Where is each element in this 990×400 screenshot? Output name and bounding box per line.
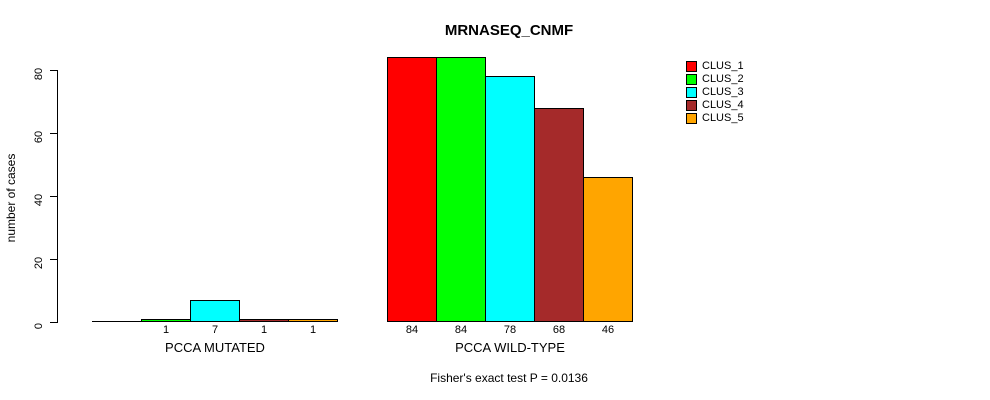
bar-clus_1-group1-zero (92, 321, 142, 322)
legend-item: CLUS_5 (686, 112, 744, 125)
y-axis-title-text: number of cases (4, 153, 18, 243)
y-axis-tick (50, 259, 57, 260)
bar-value-label: 1 (162, 324, 170, 336)
bar-clus_4-group2 (534, 108, 584, 322)
y-axis-tick (50, 196, 57, 197)
legend-item: CLUS_1 (686, 60, 744, 73)
legend-color-swatch (686, 100, 697, 111)
bar-clus_1-group2 (387, 57, 437, 322)
bar-value-label: 7 (211, 324, 219, 336)
y-axis-tick-label-text: 0 (33, 322, 45, 330)
y-axis-line (57, 70, 58, 323)
bar-value-label: 84 (405, 324, 419, 336)
bar-value-label: 78 (503, 324, 517, 336)
bar-value-label: 68 (552, 324, 566, 336)
y-axis-tick-label-text: 80 (33, 67, 45, 81)
bar-clus_2-group1 (141, 319, 191, 322)
legend-item-label: CLUS_3 (702, 86, 744, 98)
bar-value-label: 1 (309, 324, 317, 336)
group-label: PCCA WILD-TYPE (455, 340, 565, 355)
y-axis-tick (50, 322, 57, 323)
legend-item: CLUS_2 (686, 73, 744, 86)
legend-item: CLUS_4 (686, 99, 744, 112)
legend-item-label: CLUS_5 (702, 112, 744, 124)
legend-item-label: CLUS_4 (702, 99, 744, 111)
bar-value-label: 46 (601, 324, 615, 336)
fisher-test-annotation: Fisher's exact test P = 0.0136 (430, 371, 588, 385)
bar-value-label: 84 (454, 324, 468, 336)
bar-clus_5-group2 (583, 177, 633, 322)
bar-clus_2-group2 (436, 57, 486, 322)
legend-item-label: CLUS_2 (702, 73, 744, 85)
y-axis-tick-label-text: 60 (33, 130, 45, 144)
legend-color-swatch (686, 74, 697, 85)
group-label: PCCA MUTATED (165, 340, 265, 355)
bar-clus_5-group1 (288, 319, 338, 322)
legend-item: CLUS_3 (686, 86, 744, 99)
bar-clus_4-group1 (239, 319, 289, 322)
bar-clus_3-group2 (485, 76, 535, 322)
legend-color-swatch (686, 113, 697, 124)
bar-value-label: 1 (260, 324, 268, 336)
legend: CLUS_1 CLUS_2 CLUS_3 CLUS_4 CLUS_5 (686, 60, 744, 125)
legend-color-swatch (686, 61, 697, 72)
y-axis-tick (50, 133, 57, 134)
bar-clus_3-group1 (190, 300, 240, 322)
y-axis-tick-label-text: 40 (33, 193, 45, 207)
y-axis-tick (50, 70, 57, 71)
chart-title: MRNASEQ_CNMF (444, 22, 574, 39)
legend-color-swatch (686, 87, 697, 98)
legend-item-label: CLUS_1 (702, 60, 744, 72)
y-axis-tick-label-text: 20 (33, 256, 45, 270)
